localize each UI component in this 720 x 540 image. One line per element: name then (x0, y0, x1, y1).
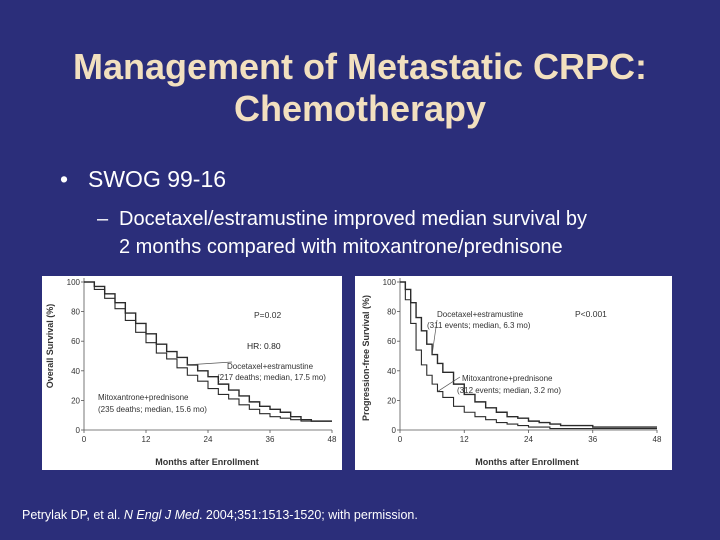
title-line-2: Chemotherapy (233, 88, 487, 129)
chart-a-x-tick-label: 36 (266, 435, 275, 444)
chart-a-y-tick-label: 100 (67, 278, 81, 287)
chart-a-y-tick-label: 60 (71, 337, 80, 346)
slide-title: Management of Metastatic CRPC: Chemother… (0, 46, 720, 130)
chart-b-x-tick-label: 36 (588, 435, 597, 444)
chart-b-y-tick-label: 20 (387, 396, 396, 405)
chart-b-y-tick-label: 0 (392, 426, 397, 435)
progression-free-survival-chart-panel: Progression-free Survival (%) Months aft… (355, 276, 672, 470)
chart-b-leader-line-1 (431, 319, 438, 355)
citation-post: . 2004;351:1513-1520; with permission. (198, 508, 418, 522)
chart-b-series-1-curve (400, 281, 657, 428)
chart-b-series2-label: Mitoxantrone+prednisone (462, 374, 553, 383)
chart-a-series1-label: Docetaxel+estramustine (227, 362, 314, 371)
chart-b-x-tick-label: 0 (398, 435, 403, 444)
chart-a-y-tick-label: 20 (71, 396, 80, 405)
chart-b-y-tick-label: 100 (383, 278, 397, 287)
chart-a-series-2-curve (84, 281, 332, 422)
chart-b-pvalue: P<0.001 (575, 309, 607, 319)
chart-b-x-tick-label: 12 (460, 435, 469, 444)
chart-a-xlabel: Months after Enrollment (155, 457, 259, 467)
chart-a-y-tick-label: 40 (71, 367, 80, 376)
chart-a-y-tick-label: 0 (76, 426, 81, 435)
chart-a-leader-line-1 (187, 361, 233, 366)
chart-a-x-tick-label: 48 (328, 435, 337, 444)
chart-b-y-tick-label: 40 (387, 367, 396, 376)
chart-b-y-tick-label: 80 (387, 308, 396, 317)
chart-a-x-tick-label: 24 (204, 435, 213, 444)
citation-pre: Petrylak DP, et al. (22, 508, 124, 522)
chart-b-xlabel: Months after Enrollment (475, 457, 579, 467)
progression-free-survival-chart: Progression-free Survival (%) Months aft… (361, 278, 662, 467)
sub-bullet-line-1: Docetaxel/estramustine improved median s… (119, 208, 587, 230)
bullet-text: SWOG 99-16 (88, 166, 227, 192)
chart-b-series1-annotation: (311 events; median, 6.3 mo) (427, 321, 531, 330)
chart-b-x-tick-label: 24 (524, 435, 533, 444)
chart-a-ylabel: Overall Survival (%) (45, 304, 55, 389)
title-line-1: Management of Metastatic CRPC: (72, 46, 648, 87)
chart-a-series2-label: Mitoxantrone+prednisone (98, 393, 189, 402)
chart-a-series2-annotation: (235 deaths; median, 15.6 mo) (98, 405, 207, 414)
overall-survival-chart: Overall Survival (%) Months after Enroll… (45, 278, 337, 467)
bullet-marker: • (60, 166, 69, 192)
overall-survival-chart-panel: Overall Survival (%) Months after Enroll… (42, 276, 342, 470)
chart-b-series2-annotation: (312 events; median, 3.2 mo) (457, 386, 561, 395)
citation: Petrylak DP, et al. N Engl J Med. 2004;3… (22, 508, 418, 522)
chart-b-y-tick-label: 60 (387, 337, 396, 346)
chart-a-hr-label: HR: 0.80 (247, 341, 281, 351)
chart-a-pvalue: P=0.02 (254, 310, 281, 320)
chart-b-series-2-curve (400, 281, 657, 430)
chart-b-leader-line-2 (437, 376, 461, 392)
sub-bullet-marker: – (97, 208, 109, 230)
citation-journal: N Engl J Med (123, 508, 199, 522)
chart-b-x-tick-label: 48 (653, 435, 662, 444)
chart-a-series1-annotation: (217 deaths; median, 17.5 mo) (217, 373, 326, 382)
sub-bullet-line-2: 2 months compared with mitoxantrone/pred… (119, 236, 563, 258)
chart-a-y-tick-label: 80 (71, 308, 80, 317)
bullet-item: • SWOG 99-16 (60, 166, 226, 193)
sub-bullet: – Docetaxel/estramustine improved median … (97, 205, 697, 261)
chart-b-series1-label: Docetaxel+estramustine (437, 310, 524, 319)
chart-a-x-tick-label: 12 (142, 435, 151, 444)
chart-b-ylabel: Progression-free Survival (%) (361, 295, 371, 421)
chart-a-x-tick-label: 0 (82, 435, 87, 444)
